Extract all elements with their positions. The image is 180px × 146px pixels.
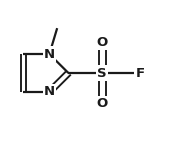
Text: F: F (136, 66, 145, 80)
Text: N: N (44, 85, 55, 98)
Text: O: O (96, 97, 108, 110)
Text: N: N (44, 48, 55, 61)
Text: S: S (97, 66, 107, 80)
Text: O: O (96, 36, 108, 49)
